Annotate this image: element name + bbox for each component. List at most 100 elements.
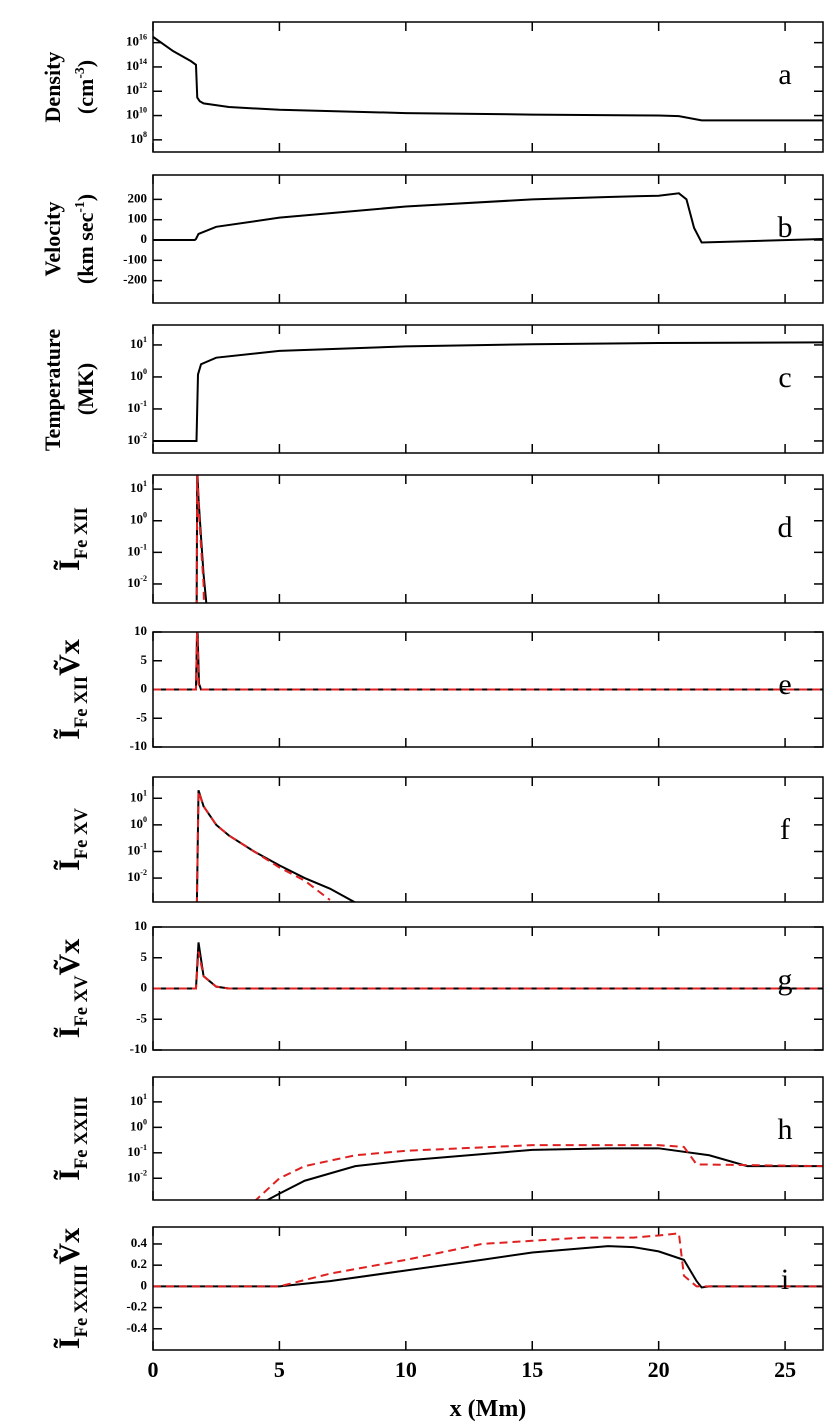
y-tick-label: 100 <box>130 1118 147 1134</box>
data-line <box>153 942 823 990</box>
y-tick-label: 101 <box>130 479 147 495</box>
y-tick-label: 0.2 <box>131 1256 147 1271</box>
y-tick-label: -5 <box>136 1010 147 1025</box>
panel: 10-2 10-1 100 101 c Temperature (MK) <box>40 324 824 454</box>
x-tick-label: 15 <box>521 1357 543 1382</box>
lines <box>153 192 823 244</box>
y-tick-label: -10 <box>130 738 147 753</box>
y-axis-label: ĨFe XV <box>53 808 92 871</box>
panel-label: h <box>778 1113 793 1146</box>
y-axis-label: ĨFe XIIṼx <box>53 639 92 740</box>
y-tick-label: 10-2 <box>127 574 147 590</box>
y-tick-label: 100 <box>130 815 147 831</box>
plot-frame <box>152 926 824 1051</box>
panel-label: c <box>778 361 791 394</box>
y-tick-label: 100 <box>130 367 147 383</box>
x-axis-label: x (Mm) <box>450 1396 527 1422</box>
y-tick-label: 1016 <box>126 33 147 49</box>
plot-frame <box>152 474 824 604</box>
panel-label: f <box>780 813 790 846</box>
panel-label: d <box>778 511 793 544</box>
y-tick-label: -100 <box>123 251 147 266</box>
lines <box>254 1144 823 1200</box>
y-axis-label: ĨFe XII <box>53 507 92 571</box>
data-line <box>195 791 331 902</box>
y-tick-label: 100 <box>128 211 148 226</box>
panel-label: e <box>778 668 791 701</box>
panel-label: b <box>778 211 793 244</box>
y-tick-label: 10-2 <box>127 1169 147 1185</box>
y-tick-label: 0 <box>141 231 148 246</box>
data-line <box>195 475 208 603</box>
panel: 10-2 10-1 100 101 f ĨFe XV <box>53 776 824 903</box>
y-tick-label: 0 <box>141 1277 148 1292</box>
lines <box>153 942 823 990</box>
y-tick-label: -200 <box>123 272 147 287</box>
x-tick-label: 0 <box>148 1357 159 1382</box>
y-axis-label: (cm-3) <box>72 60 98 114</box>
panel-label: a <box>778 58 791 91</box>
plot-frame <box>152 324 824 454</box>
data-line <box>153 632 823 691</box>
y-axis-label: ĨFe XXIIIṼx <box>53 1228 92 1349</box>
data-line <box>254 1144 823 1200</box>
plot-frame <box>152 21 824 153</box>
y-tick-label: 10-1 <box>127 1143 147 1159</box>
panel-label: g <box>778 963 793 996</box>
y-tick-label: 101 <box>130 335 147 351</box>
y-tick-label: 200 <box>128 190 148 205</box>
y-tick-label: -0.2 <box>126 1299 147 1314</box>
y-tick-label: 0.4 <box>131 1235 148 1250</box>
y-axis-label: (km sec-1) <box>72 194 98 284</box>
y-tick-label: 10-1 <box>127 399 147 415</box>
plot-frame <box>152 631 824 748</box>
lines <box>195 475 208 603</box>
y-tick-label: 10-2 <box>127 868 147 884</box>
y-tick-label: 1010 <box>126 106 147 122</box>
y-axis-label: Density <box>40 52 65 123</box>
x-tick-label: 20 <box>648 1357 670 1382</box>
y-axis-label: (MK) <box>73 363 98 416</box>
y-axis-label: ĨFe XXIII <box>53 1096 92 1181</box>
y-tick-label: 108 <box>130 130 147 146</box>
x-tick-label: 10 <box>395 1357 417 1382</box>
y-axis-label: Velocity <box>40 202 65 277</box>
y-tick-label: 10 <box>134 623 147 638</box>
data-line <box>153 951 823 990</box>
panel-label: i <box>781 1263 789 1296</box>
plot-frame <box>152 174 824 304</box>
y-tick-label: 1014 <box>126 57 147 73</box>
y-tick-label: 1012 <box>126 82 147 98</box>
y-tick-label: 101 <box>130 789 147 805</box>
y-tick-label: -5 <box>136 709 147 724</box>
y-tick-label: 5 <box>141 949 148 964</box>
lines <box>153 341 823 442</box>
panel: -0.4 -0.2 0 0.2 0.4 0 5 10 15 20 25 x (Mm) i ĨFe XXII… <box>53 1226 824 1422</box>
panel: -10 -5 0 5 10 g ĨFe XVṼx <box>53 918 824 1056</box>
y-tick-label: 5 <box>141 652 148 667</box>
lines <box>153 632 823 691</box>
lines <box>195 789 356 902</box>
panel: -200 -100 0 100 200 b Velocity (km sec-1) <box>40 174 824 304</box>
y-tick-label: 10-1 <box>127 842 147 858</box>
y-axis-label: ĨFe XVṼx <box>53 939 92 1038</box>
data-line <box>265 1147 823 1200</box>
panel: 108 1010 1012 1014 1016 a Density (cm-3) <box>40 21 824 153</box>
data-line <box>153 36 823 122</box>
data-line <box>153 632 823 691</box>
y-tick-label: -10 <box>130 1041 147 1056</box>
data-line <box>195 789 356 902</box>
panel: 10-2 10-1 100 101 h ĨFe XXIII <box>53 1076 824 1201</box>
x-tick-label: 25 <box>774 1357 796 1382</box>
data-line <box>195 475 205 603</box>
panel: -10 -5 0 5 10 e ĨFe XIIṼx <box>53 623 824 753</box>
data-line <box>153 341 823 442</box>
plot-frame <box>152 776 824 903</box>
data-line <box>153 192 823 244</box>
plot-frame <box>152 1226 824 1351</box>
y-tick-label: 101 <box>130 1092 147 1108</box>
data-line <box>153 1245 823 1289</box>
lines <box>153 1232 823 1289</box>
y-tick-label: 10-2 <box>127 431 147 447</box>
